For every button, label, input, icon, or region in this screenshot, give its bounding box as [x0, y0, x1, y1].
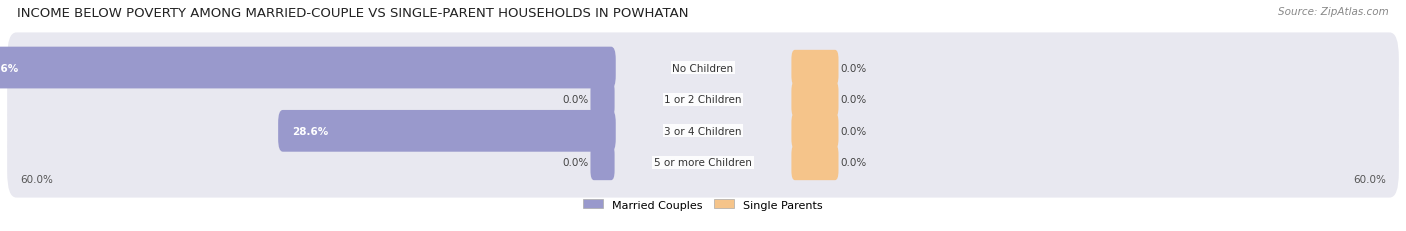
FancyBboxPatch shape	[792, 51, 838, 86]
Text: 0.0%: 0.0%	[841, 95, 868, 105]
Text: No Children: No Children	[672, 63, 734, 73]
FancyBboxPatch shape	[792, 114, 838, 149]
FancyBboxPatch shape	[0, 47, 616, 89]
Text: INCOME BELOW POVERTY AMONG MARRIED-COUPLE VS SINGLE-PARENT HOUSEHOLDS IN POWHATA: INCOME BELOW POVERTY AMONG MARRIED-COUPL…	[17, 7, 689, 20]
Text: 60.0%: 60.0%	[20, 174, 52, 184]
FancyBboxPatch shape	[7, 128, 1399, 198]
Text: 55.6%: 55.6%	[0, 63, 18, 73]
FancyBboxPatch shape	[278, 110, 616, 152]
FancyBboxPatch shape	[591, 82, 614, 117]
Text: 1 or 2 Children: 1 or 2 Children	[664, 95, 742, 105]
Text: 3 or 4 Children: 3 or 4 Children	[664, 126, 742, 136]
FancyBboxPatch shape	[7, 33, 1399, 103]
Text: 0.0%: 0.0%	[562, 95, 588, 105]
FancyBboxPatch shape	[7, 96, 1399, 166]
Text: 0.0%: 0.0%	[841, 158, 868, 168]
FancyBboxPatch shape	[7, 65, 1399, 135]
Text: 60.0%: 60.0%	[1354, 174, 1386, 184]
Text: 5 or more Children: 5 or more Children	[654, 158, 752, 168]
FancyBboxPatch shape	[792, 145, 838, 180]
Text: 0.0%: 0.0%	[562, 158, 588, 168]
Text: 0.0%: 0.0%	[841, 63, 868, 73]
FancyBboxPatch shape	[591, 145, 614, 180]
Text: Source: ZipAtlas.com: Source: ZipAtlas.com	[1278, 7, 1389, 17]
Text: 0.0%: 0.0%	[841, 126, 868, 136]
Text: 28.6%: 28.6%	[292, 126, 328, 136]
Legend: Married Couples, Single Parents: Married Couples, Single Parents	[583, 199, 823, 210]
FancyBboxPatch shape	[792, 82, 838, 117]
